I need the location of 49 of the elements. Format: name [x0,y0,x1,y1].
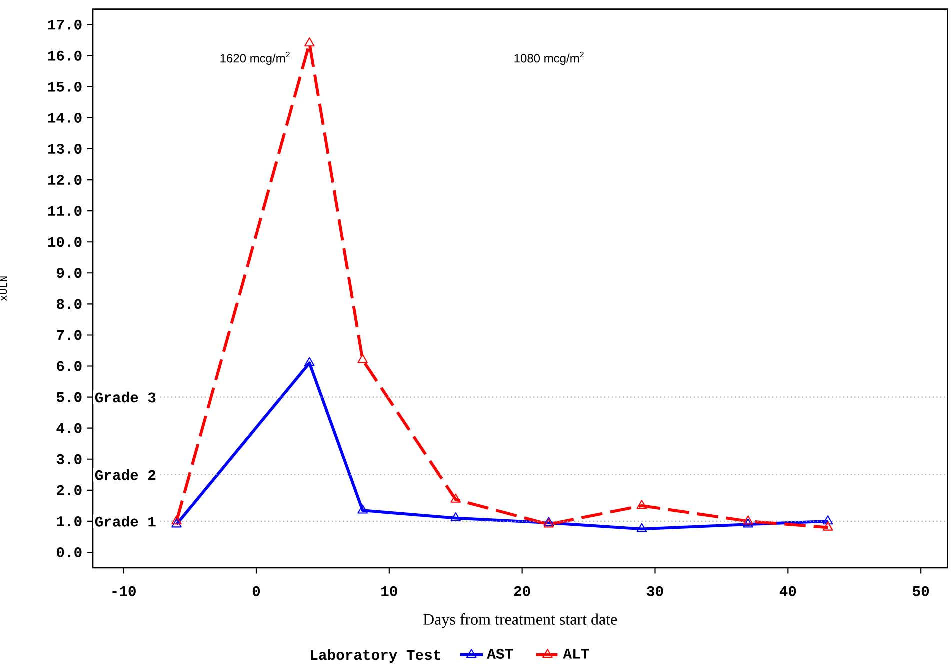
point [822,522,834,531]
point [822,516,834,525]
y-tick-label: 15.0 [48,82,82,92]
x-tick-label: 20 [514,586,530,596]
point [450,494,462,503]
legend-label: AST [487,649,514,659]
x-tick-label: 50 [913,586,930,596]
y-tick-label: 14.0 [48,112,82,123]
x-tick-label: 30 [647,586,664,596]
point [358,354,368,364]
y-tick-label: 12.0 [48,175,82,186]
y-tick-label: 17.0 [48,20,82,30]
x-tick-label: 10 [382,586,398,596]
y-tick-label: 7.0 [57,330,82,340]
point [743,516,754,525]
legend-title: Laboratory Test [311,649,440,664]
point [358,504,368,514]
point [743,518,754,528]
y-tick-label: 3.0 [56,454,82,464]
legend-label: ALT [563,649,590,659]
point [450,512,462,522]
y-tick-label: 5.0 [56,392,82,402]
y-tick-label: 6.0 [57,361,82,372]
x-tick-label: 40 [780,586,796,596]
y-tick-label: 2.0 [57,485,82,496]
ref-line-label: Grade 3 [95,392,156,403]
y-tick-label: 11.0 [48,206,82,216]
y-tick-label: 10.0 [48,237,82,248]
point [636,500,648,510]
y-tick-label: 9.0 [57,268,82,278]
y-tick-label: 0.0 [57,548,82,558]
point [172,518,182,528]
y-tick-label: 16.0 [48,50,82,61]
y-tick-label: 8.0 [56,299,82,310]
x-tick-label: -10 [112,586,136,596]
ref-line-label: Grade 2 [95,470,156,480]
ref-line-label: Grade 1 [95,516,156,527]
y-tick-label: 4.0 [56,423,82,434]
x-tick-label: 0 [252,586,260,596]
annotation: 1620 mcg/m$^{2}$ [220,52,290,66]
point [304,357,315,366]
y-axis-title: xULN [0,276,8,301]
y-tick-label: 1.0 [57,516,82,526]
x-axis-title: Days from treatment start date [423,614,618,628]
y-tick-label: 13.0 [48,144,82,154]
point [172,516,182,525]
annotation: 1080 mcg/m$^{2}$ [514,52,584,66]
point [636,523,648,532]
point [304,38,315,47]
